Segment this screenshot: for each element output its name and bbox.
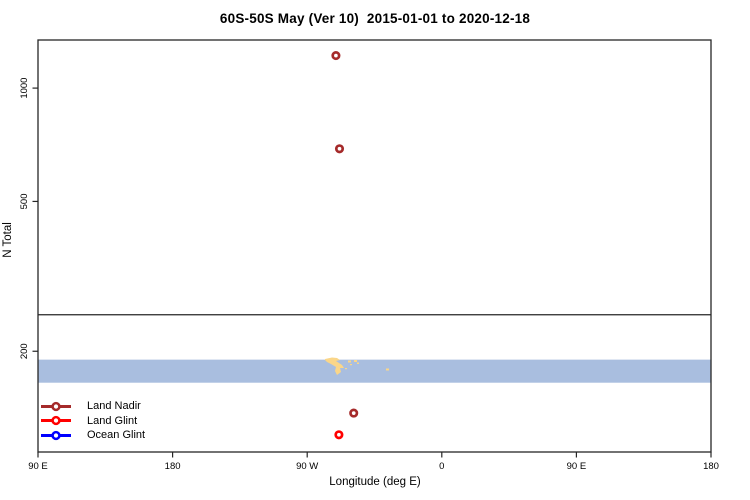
land-mask-island bbox=[350, 364, 352, 366]
land-mask-island bbox=[345, 368, 347, 370]
plot-box bbox=[37, 39, 712, 453]
legend-label: Land Nadir bbox=[87, 400, 141, 413]
x-tick-label: 90 E bbox=[567, 461, 587, 472]
x-axis-label: Longitude (deg E) bbox=[329, 476, 421, 488]
land-nadir-marker-icon bbox=[41, 401, 71, 411]
legend-item-land-nadir: Land Nadir bbox=[40, 399, 145, 414]
legend-ring bbox=[51, 416, 61, 426]
legend-item-ocean-glint: Ocean Glint bbox=[40, 428, 145, 443]
data-point-land-glint bbox=[334, 430, 344, 440]
land-mask-island bbox=[357, 362, 359, 364]
data-point-land-nadir bbox=[334, 144, 345, 154]
y-tick-label: 500 bbox=[19, 194, 30, 210]
legend-label: Land Glint bbox=[87, 414, 138, 427]
legend-ring bbox=[51, 430, 61, 441]
x-tick-label: 90 W bbox=[296, 461, 318, 472]
x-tick-label: 0 bbox=[439, 461, 444, 472]
legend-item-land-glint: Land Glint bbox=[40, 414, 145, 429]
x-tick-label: 180 bbox=[165, 461, 181, 472]
data-point-land-nadir bbox=[331, 51, 341, 61]
land-glint-marker-icon bbox=[41, 416, 71, 426]
legend-ring bbox=[51, 401, 61, 411]
land-mask-island bbox=[348, 360, 351, 363]
y-tick-label: 1000 bbox=[19, 78, 30, 99]
land-mask-island bbox=[354, 360, 357, 362]
latitude-map-strip bbox=[38, 359, 711, 383]
chart-title: 60S-50S May (Ver 10) 2015-01-01 to 2020-… bbox=[219, 11, 531, 26]
x-tick-label: 180 bbox=[703, 461, 719, 472]
land-mask-shape bbox=[325, 357, 344, 375]
land-mask-island bbox=[386, 368, 389, 371]
ocean-glint-marker-icon bbox=[41, 430, 71, 441]
legend: Land Nadir Land Glint Ocean Glint bbox=[40, 399, 145, 443]
data-point-land-nadir bbox=[349, 408, 359, 418]
x-tick-label: 90 E bbox=[28, 461, 48, 472]
y-tick-label: 200 bbox=[19, 343, 30, 359]
legend-label: Ocean Glint bbox=[87, 429, 146, 442]
